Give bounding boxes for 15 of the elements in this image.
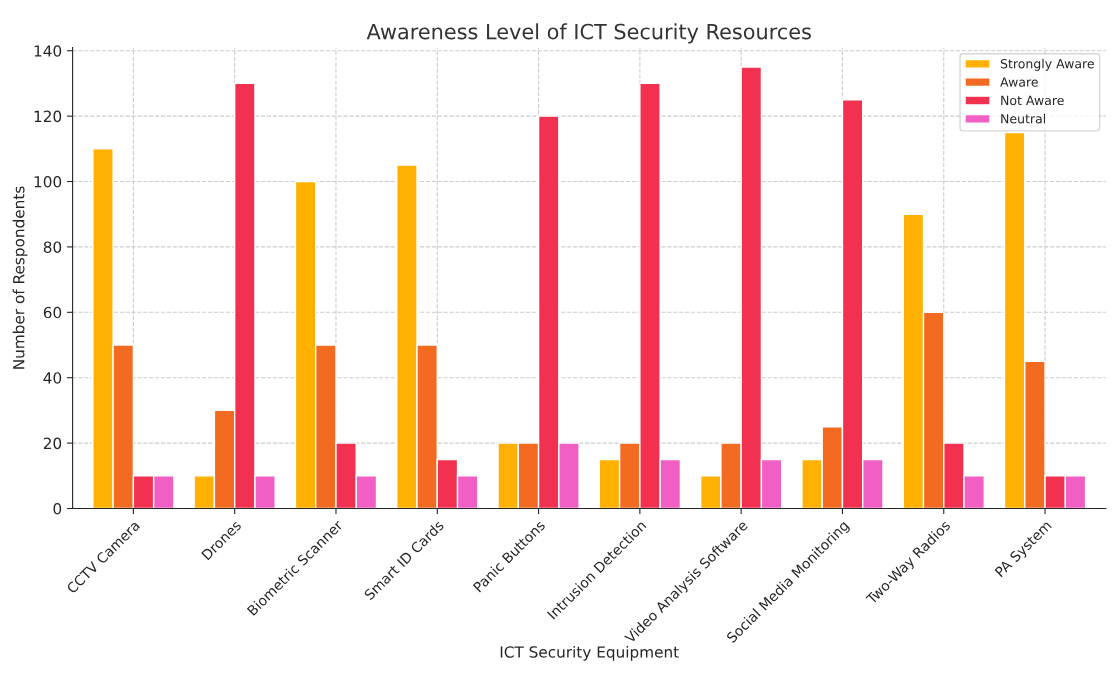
y-tick-label: 80 <box>43 241 62 253</box>
legend-label: Neutral <box>1001 113 1046 124</box>
y-tick-label: 100 <box>34 175 62 188</box>
chart-title: Awareness Level of ICT Security Resources <box>366 23 811 44</box>
y-tick-label: 120 <box>34 110 62 123</box>
legend-label: Not Aware <box>1001 95 1064 106</box>
x-axis-title: ICT Security Equipment <box>500 645 679 661</box>
y-axis-title: Number of Respondents <box>12 186 28 369</box>
legend-label: Strongly Aware <box>1000 58 1094 71</box>
y-tick-label: 0 <box>53 502 62 515</box>
y-tick-label: 20 <box>43 437 62 450</box>
legend-label: Aware <box>1000 77 1038 87</box>
y-tick-label: 140 <box>34 45 62 57</box>
y-tick-label: 60 <box>43 306 62 319</box>
y-tick-label: 40 <box>43 372 62 384</box>
